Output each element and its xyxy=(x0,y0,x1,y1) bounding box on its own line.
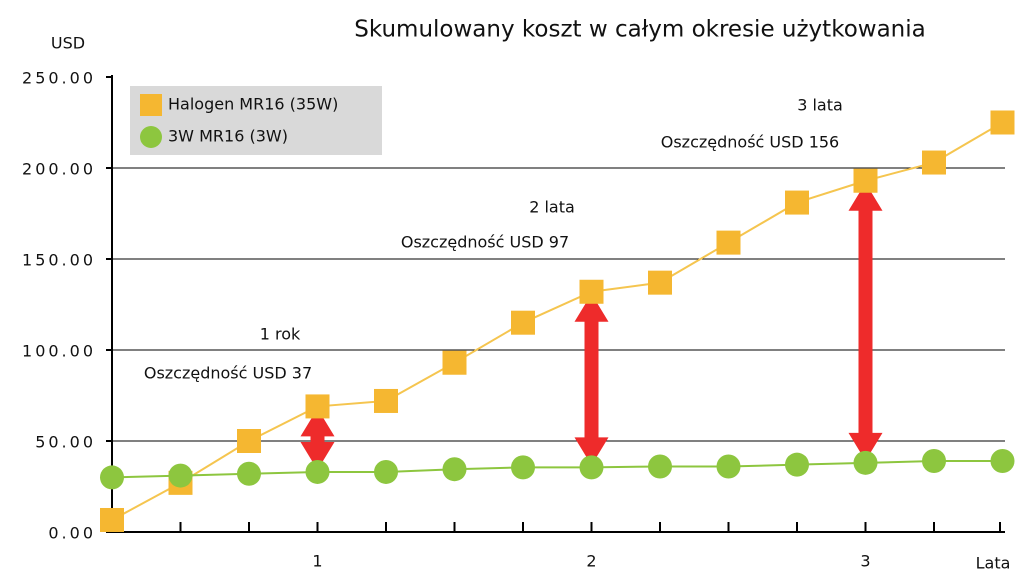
x-tick-label: 2 xyxy=(586,552,596,571)
y-tick-label: 150.00 xyxy=(22,251,96,270)
annotation-title: 2 lata xyxy=(529,198,575,217)
marker xyxy=(305,394,330,419)
marker xyxy=(100,507,124,532)
annotation-title: 3 lata xyxy=(797,96,843,115)
marker xyxy=(648,270,672,295)
marker xyxy=(990,110,1015,135)
marker xyxy=(853,168,878,193)
y-tick-label: 250.00 xyxy=(22,69,96,88)
saving-arrow xyxy=(300,408,335,470)
marker xyxy=(922,150,946,175)
marker xyxy=(511,310,535,335)
marker xyxy=(237,429,261,453)
marker xyxy=(648,454,672,479)
annotation-text: Oszczędność USD 97 xyxy=(401,233,569,252)
marker xyxy=(305,459,330,484)
y-axis-label: USD xyxy=(51,34,85,53)
marker xyxy=(785,190,809,215)
marker xyxy=(922,449,946,474)
x-tick-label: 1 xyxy=(312,552,322,571)
marker xyxy=(100,465,124,490)
marker xyxy=(442,350,467,375)
marker xyxy=(442,457,467,482)
legend-box xyxy=(130,86,382,155)
legend-marker xyxy=(140,126,162,148)
saving-arrow xyxy=(848,182,883,461)
marker xyxy=(716,454,741,479)
marker xyxy=(168,463,193,488)
legend-marker xyxy=(140,94,162,116)
x-axis-label: Lata xyxy=(976,554,1011,573)
marker xyxy=(374,388,398,413)
marker xyxy=(990,449,1015,474)
marker xyxy=(716,230,741,255)
marker xyxy=(579,455,604,480)
marker xyxy=(511,455,535,480)
annotation-text: Oszczędność USD 156 xyxy=(661,133,839,152)
marker xyxy=(374,459,398,484)
y-tick-label: 200.00 xyxy=(22,160,96,179)
saving-arrow xyxy=(574,293,609,466)
y-tick-label: 0.00 xyxy=(48,524,96,543)
marker xyxy=(579,279,604,304)
legend-label: Halogen MR16 (35W) xyxy=(168,95,338,114)
x-tick-label: 3 xyxy=(860,552,870,571)
marker xyxy=(853,450,878,475)
marker xyxy=(237,461,261,486)
annotation-text: Oszczędność USD 37 xyxy=(144,364,312,383)
annotation-title: 1 rok xyxy=(260,325,301,344)
chart-title: Skumulowany koszt w całym okresie użytko… xyxy=(354,17,925,43)
y-tick-label: 50.00 xyxy=(35,433,96,452)
marker xyxy=(785,452,809,477)
y-tick-label: 100.00 xyxy=(22,342,96,361)
legend-label: 3W MR16 (3W) xyxy=(168,127,288,146)
